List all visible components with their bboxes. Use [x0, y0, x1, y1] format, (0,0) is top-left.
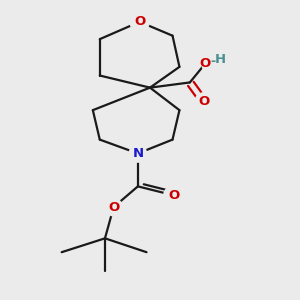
- Text: O: O: [134, 15, 145, 28]
- Text: O: O: [169, 188, 180, 202]
- Text: O: O: [108, 201, 119, 214]
- Text: H: H: [214, 53, 226, 66]
- Circle shape: [202, 50, 230, 77]
- Text: O: O: [199, 57, 210, 70]
- Text: N: N: [132, 147, 143, 160]
- Text: -: -: [211, 55, 216, 68]
- Circle shape: [164, 186, 181, 204]
- Circle shape: [195, 93, 212, 110]
- Text: O: O: [198, 95, 209, 108]
- Circle shape: [130, 12, 149, 32]
- Circle shape: [105, 199, 122, 216]
- Circle shape: [129, 145, 146, 162]
